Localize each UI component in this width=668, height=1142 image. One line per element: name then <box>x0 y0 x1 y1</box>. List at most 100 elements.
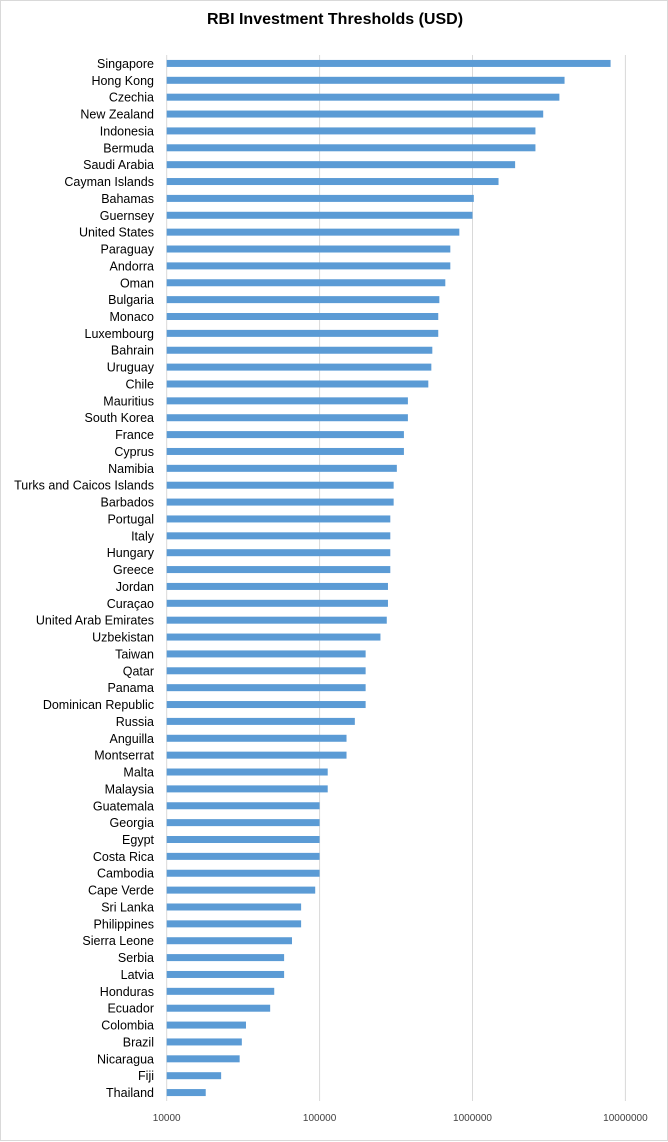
category-label: Uruguay <box>107 361 155 375</box>
category-label: Portugal <box>107 512 154 526</box>
x-tick-label: 10000 <box>153 1113 181 1124</box>
bar-new-zealand <box>166 110 544 118</box>
category-label: Andorra <box>110 259 155 273</box>
bar-egypt <box>166 836 320 843</box>
category-label: Anguilla <box>110 732 155 746</box>
category-label: Bahamas <box>101 192 154 206</box>
bar-sierra-leone <box>166 937 293 945</box>
category-label: Philippines <box>94 917 154 931</box>
bar-guernsey <box>166 211 473 219</box>
bar-malta <box>166 768 328 776</box>
bar-bahamas <box>166 194 474 202</box>
category-label: Taiwan <box>115 647 154 661</box>
category-label: Malaysia <box>105 782 154 796</box>
bar-andorra <box>166 262 451 270</box>
bar-brazil <box>166 1038 242 1046</box>
chart-title: RBI Investment Thresholds (USD) <box>206 11 464 28</box>
category-label: Cambodia <box>97 867 154 881</box>
bar-bermuda <box>166 144 536 152</box>
bar-cape-verde <box>166 886 316 894</box>
bar-singapore <box>166 59 611 67</box>
category-label: France <box>115 428 154 442</box>
bar-anguilla <box>166 734 347 742</box>
category-label: Czechia <box>109 91 154 105</box>
bar-ecuador <box>166 1004 271 1012</box>
category-label: Barbados <box>100 496 154 510</box>
category-label: Italy <box>131 529 155 543</box>
category-label: Dominican Republic <box>43 698 154 712</box>
bar-panama <box>166 684 366 692</box>
bar-luxembourg <box>166 329 439 337</box>
x-tick-label: 10000000 <box>603 1113 648 1124</box>
bar-saudi-arabia <box>166 161 516 169</box>
bar-hong-kong <box>166 76 565 84</box>
category-label: South Korea <box>85 411 155 425</box>
bar-guatemala <box>166 802 320 810</box>
bar-qatar <box>166 667 366 675</box>
bar-cyprus <box>166 447 404 455</box>
bar-latvia <box>166 970 285 978</box>
bar-malaysia <box>166 785 328 793</box>
category-label: Cyprus <box>114 445 154 459</box>
category-label: Georgia <box>110 816 155 830</box>
bar-barbados <box>166 498 394 506</box>
bar-serbia <box>166 954 285 962</box>
bar-costa-rica <box>166 852 320 860</box>
category-label: Bulgaria <box>108 293 154 307</box>
bar-bahrain <box>166 346 433 354</box>
bar-cambodia <box>166 869 320 877</box>
category-label: Turks and Caicos Islands <box>14 479 154 493</box>
category-label: Montserrat <box>94 749 154 763</box>
category-label: Mauritius <box>103 394 154 408</box>
category-label: New Zealand <box>80 108 154 122</box>
bar-honduras <box>166 987 275 995</box>
category-label: Oman <box>120 276 154 290</box>
category-label: Singapore <box>97 57 154 71</box>
bar-namibia <box>166 464 397 472</box>
bar-south-korea <box>166 414 408 422</box>
category-label: Fiji <box>138 1069 154 1083</box>
bar-bulgaria <box>166 296 440 304</box>
category-label: Hong Kong <box>91 74 154 88</box>
bar-colombia <box>166 1021 246 1029</box>
bar-cura-ao <box>166 599 388 607</box>
category-label: Brazil <box>123 1035 154 1049</box>
category-label: Guernsey <box>100 209 155 223</box>
category-label: Hungary <box>107 546 155 560</box>
category-label: Greece <box>113 563 154 577</box>
category-label: United States <box>79 226 154 240</box>
category-label: Namibia <box>108 462 154 476</box>
bar-hungary <box>166 549 391 557</box>
bar-portugal <box>166 515 391 523</box>
x-tick-label: 100000 <box>303 1113 337 1124</box>
bar-nicaragua <box>166 1055 240 1063</box>
bar-sri-lanka <box>166 903 302 911</box>
bar-united-states <box>166 228 460 236</box>
category-label: Egypt <box>122 833 154 847</box>
bar-paraguay <box>166 245 451 253</box>
category-label: Russia <box>116 715 154 729</box>
category-label: Costa Rica <box>93 850 154 864</box>
bar-france <box>166 431 404 439</box>
bar-greece <box>166 566 391 574</box>
category-label: Bahrain <box>111 344 154 358</box>
category-label: Qatar <box>123 664 154 678</box>
bar-dominican-republic <box>166 701 366 709</box>
category-label: Chile <box>126 377 155 391</box>
category-label: Cape Verde <box>88 884 154 898</box>
category-label: Sierra Leone <box>82 934 154 948</box>
bar-indonesia <box>166 127 536 135</box>
category-label: Ecuador <box>107 1002 154 1016</box>
bar-oman <box>166 279 446 287</box>
category-label: Uzbekistan <box>92 631 154 645</box>
category-label: Honduras <box>100 985 154 999</box>
bar-italy <box>166 532 391 540</box>
bar-uruguay <box>166 363 432 371</box>
bar-czechia <box>166 93 560 101</box>
bar-thailand <box>166 1089 206 1097</box>
category-label: Thailand <box>106 1086 154 1100</box>
category-label: Curaçao <box>107 597 154 611</box>
bar-jordan <box>166 582 388 590</box>
bar-chile <box>166 380 429 388</box>
